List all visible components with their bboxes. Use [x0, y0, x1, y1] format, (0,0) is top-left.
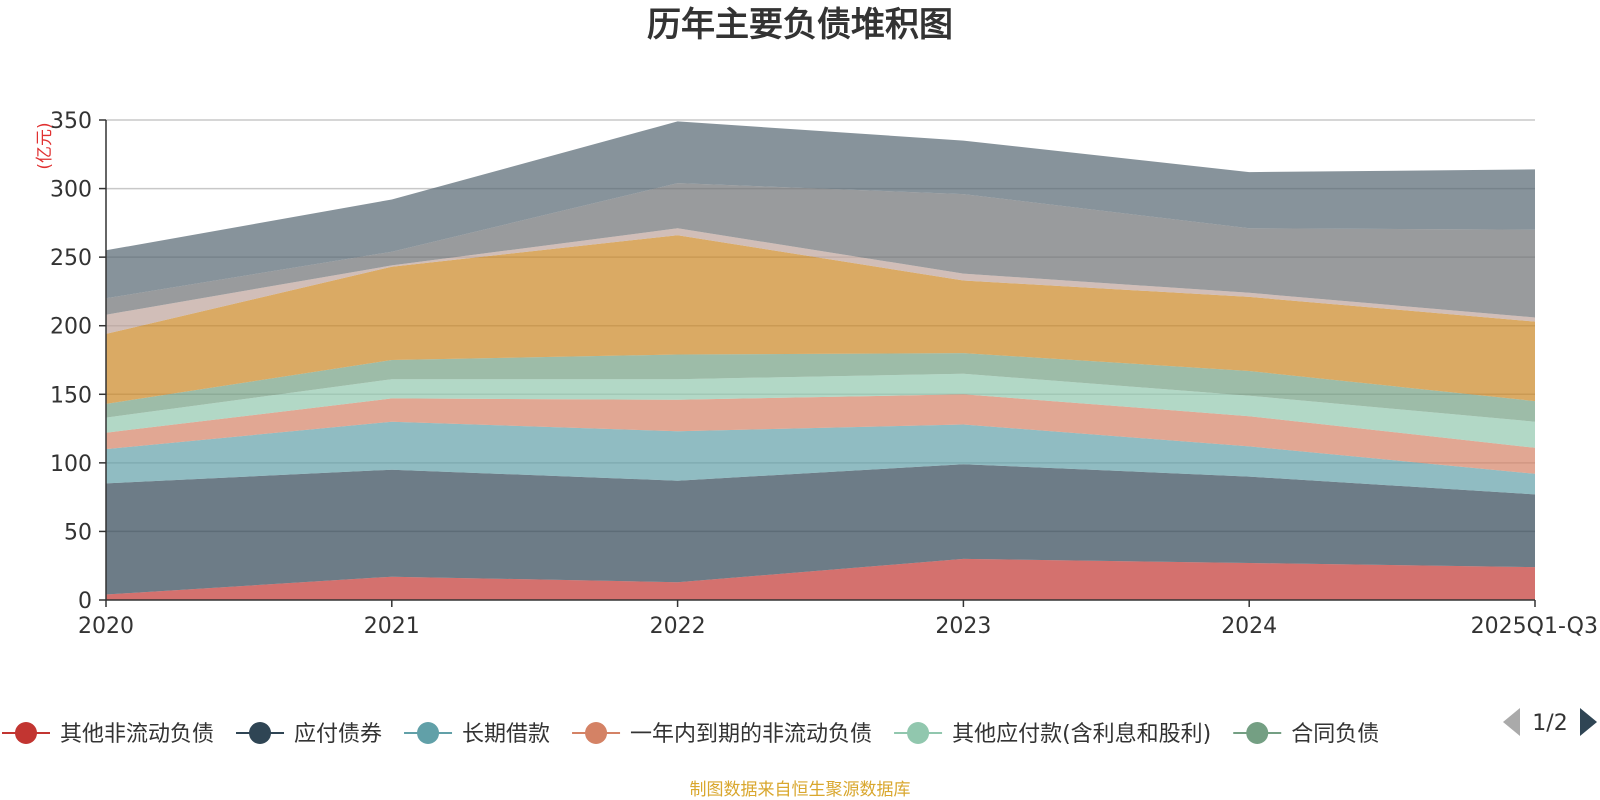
area-series-10[interactable]	[106, 121, 1535, 299]
legend-label: 长期借款	[462, 722, 550, 747]
legend-label: 应付债券	[294, 722, 382, 747]
y-tick-label: 200	[50, 315, 92, 340]
legend-marker-icon	[249, 722, 272, 744]
x-tick-label: 2021	[364, 614, 420, 639]
legend-marker-icon	[15, 722, 37, 744]
legend-page-indicator: 1/2	[1532, 711, 1567, 736]
legend-prev-arrow-icon[interactable]	[1503, 708, 1520, 736]
x-tick-label: 2020	[78, 614, 134, 639]
legend-item[interactable]: 其他非流动负债	[2, 722, 214, 747]
y-tick-label: 250	[50, 246, 92, 271]
area-series-7[interactable]	[106, 235, 1535, 404]
legend-marker-icon	[1246, 722, 1269, 744]
legend-item[interactable]: 一年内到期的非流动负债	[572, 722, 872, 747]
y-unit-label: (亿元)	[35, 122, 55, 169]
y-tick-label: 300	[50, 178, 92, 203]
legend-item[interactable]: 其他应付款(含利息和股利)	[894, 722, 1211, 747]
legend-pager: 1/2	[1503, 708, 1597, 736]
area-series-2[interactable]	[106, 464, 1535, 595]
source-note: 制图数据来自恒生聚源数据库	[690, 780, 911, 800]
y-tick-label: 50	[64, 520, 92, 545]
chart-title: 历年主要负债堆积图	[647, 5, 953, 45]
legend-marker-icon	[417, 722, 440, 744]
area-series-9[interactable]	[106, 183, 1535, 318]
y-tick-label: 100	[50, 452, 92, 477]
legend-marker-icon	[585, 722, 608, 744]
x-tick-label: 2022	[650, 614, 706, 639]
legend-marker-icon	[907, 722, 930, 744]
x-tick-label: 2024	[1221, 614, 1277, 639]
area-series-6[interactable]	[106, 353, 1535, 422]
y-tick-labels: 0 50 100 150 200 250 300 350	[50, 109, 92, 614]
area-series-5[interactable]	[106, 373, 1535, 448]
x-tick-label: 2025Q1-Q3	[1471, 614, 1598, 639]
area-series-3[interactable]	[106, 421, 1535, 495]
legend-next-arrow-icon[interactable]	[1580, 708, 1597, 736]
y-tick-label: 0	[78, 589, 92, 614]
legend-label: 其他应付款(含利息和股利)	[952, 722, 1211, 747]
x-tick-label: 2023	[935, 614, 991, 639]
area-series-1[interactable]	[106, 558, 1535, 600]
y-tick-label: 350	[50, 109, 92, 134]
legend-item[interactable]: 长期借款	[404, 722, 550, 747]
area-series-4[interactable]	[106, 394, 1535, 474]
legend-item[interactable]: 应付债券	[236, 722, 382, 747]
legend-label: 其他非流动负债	[60, 722, 214, 747]
axes	[99, 119, 1536, 607]
legend: 其他非流动负债 应付债券 长期借款 一年内到期的非流动负债 其他应付款(含利息和股利) 合…	[2, 722, 1379, 747]
x-tick-labels: 2020 2021 2022 2023 2024 2025Q1-Q3	[78, 614, 1598, 639]
legend-label: 一年内到期的非流动负债	[630, 722, 872, 747]
y-tick-label: 150	[50, 383, 92, 408]
legend-item[interactable]: 合同负债	[1233, 722, 1379, 747]
area-series	[106, 121, 1535, 600]
legend-label: 合同负债	[1291, 722, 1379, 747]
